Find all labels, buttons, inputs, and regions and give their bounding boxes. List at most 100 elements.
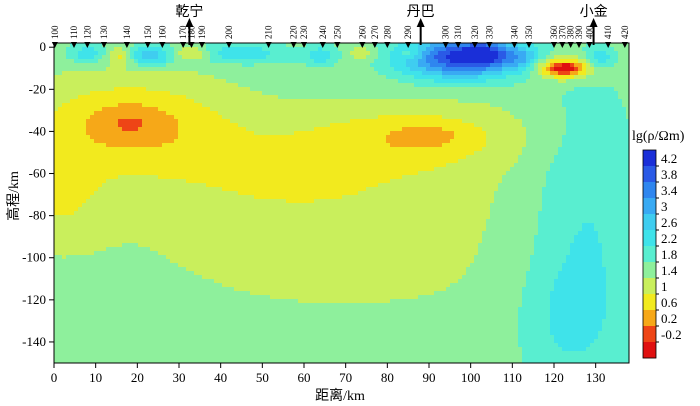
heat-cell [446,171,451,176]
heat-cell [514,107,519,112]
heat-cell [54,119,59,124]
heat-cell [342,43,347,48]
heat-cell [246,115,251,120]
heat-cell [590,99,595,104]
heat-cell [350,151,355,156]
heat-cell [414,159,419,164]
heat-cell [218,135,223,140]
heat-cell [322,175,327,180]
heat-cell [226,159,231,164]
heat-cell [250,55,255,60]
heat-cell [422,91,427,96]
heat-cell [578,59,583,64]
heat-cell [538,143,543,148]
heat-cell [570,91,575,96]
heat-cell [370,59,375,64]
heat-cell [222,59,227,64]
heat-cell [410,151,415,156]
heat-cell [138,71,143,76]
heat-cell [178,123,183,128]
heat-cell [402,55,407,60]
heat-cell [366,143,371,148]
heat-cell [314,119,319,124]
heat-cell [338,95,343,100]
heat-cell [422,175,427,180]
heat-cell [426,179,431,184]
heat-cell [314,107,319,112]
heat-cell [218,155,223,160]
heat-cell [470,83,475,88]
heat-cell [154,91,159,96]
heat-cell [346,107,351,112]
heat-cell [570,107,575,112]
heat-cell [310,107,315,112]
heat-cell [94,139,99,144]
heat-cell [58,155,63,160]
heat-cell [242,167,247,172]
heat-cell [178,91,183,96]
heat-cell [286,51,291,56]
heat-cell [494,139,499,144]
heat-cell [498,127,503,132]
heat-cell [206,163,211,168]
heat-cell [554,155,559,160]
heat-cell [394,59,399,64]
heat-cell [254,123,259,128]
heat-cell [342,119,347,124]
heat-cell [202,135,207,140]
heat-cell [326,107,331,112]
heat-cell [522,47,527,52]
heat-cell [182,71,187,76]
heat-cell [118,175,123,180]
heat-cell [154,123,159,128]
heat-cell [442,175,447,180]
heat-cell [366,55,371,60]
heat-cell [610,123,615,128]
heat-cell [622,163,627,168]
heat-cell [594,131,599,136]
heat-cell [58,143,63,148]
heat-cell [410,67,415,72]
heat-cell [594,91,599,96]
heat-cell [234,107,239,112]
heat-cell [626,151,629,156]
heat-cell [206,123,211,128]
heat-cell [138,95,143,100]
heat-cell [378,175,383,180]
heat-cell [454,59,459,64]
heat-cell [222,171,227,176]
heat-cell [482,143,487,148]
heat-cell [486,163,491,168]
heat-cell [154,167,159,172]
heat-cell [438,131,443,136]
heat-cell [66,159,71,164]
heat-cell [166,51,171,56]
heat-cell [434,123,439,128]
heat-cell [298,83,303,88]
heat-cell [574,63,579,68]
heat-cell [262,75,267,80]
heat-cell [402,171,407,176]
heat-cell [490,43,495,48]
heat-cell [250,99,255,104]
heat-cell [86,111,91,116]
heat-cell [326,59,331,64]
heat-cell [354,75,359,80]
heat-cell [182,163,187,168]
heat-cell [526,143,531,148]
heat-cell [334,111,339,116]
heat-cell [278,103,283,108]
heat-cell [402,159,407,164]
heat-cell [290,55,295,60]
heat-cell [58,75,63,80]
heat-cell [134,151,139,156]
heat-cell [174,79,179,84]
heat-cell [226,123,231,128]
heat-cell [522,79,527,84]
heat-cell [146,95,151,100]
heat-cell [586,159,591,164]
heat-cell [350,163,355,168]
heat-cell [406,175,411,180]
heat-cell [526,159,531,164]
heat-cell [610,95,615,100]
